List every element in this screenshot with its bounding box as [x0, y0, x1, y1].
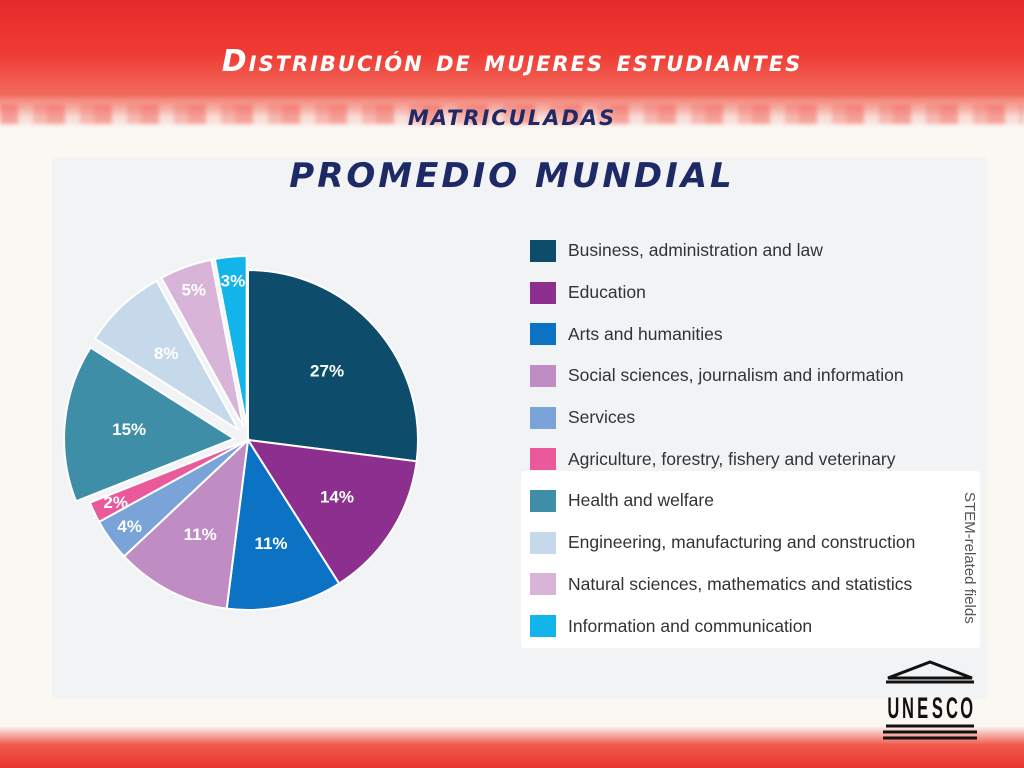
- legend: Business, administration and law Educatio…: [526, 230, 946, 647]
- legend-swatch: [530, 323, 556, 346]
- pie-label-1: 14%: [320, 487, 354, 506]
- legend-label: Health and welfare: [568, 490, 714, 511]
- legend-item: Engineering, manufacturing and construct…: [526, 521, 946, 564]
- legend-swatch: [530, 573, 556, 596]
- legend-item: Arts and humanities: [526, 313, 946, 355]
- title-line-2: matriculadas: [407, 98, 617, 133]
- pie-slice-6: [63, 346, 237, 503]
- legend-label: Education: [568, 282, 646, 303]
- pie-slice-1: [246, 438, 418, 585]
- title-line-1: Distribución de mujeres estudiantes: [221, 44, 803, 79]
- legend-swatch: [530, 531, 556, 554]
- logo-letter: N: [902, 692, 914, 725]
- pie-label-5: 2%: [103, 493, 128, 512]
- legend-swatch: [530, 489, 556, 512]
- pie-slice-3: [122, 437, 250, 610]
- stem-group-label: STEM-related fields: [961, 492, 978, 624]
- logo-letter: C: [946, 692, 958, 725]
- bottom-banner: [0, 726, 1024, 768]
- legend-label: Services: [568, 407, 636, 428]
- logo-letter: O: [960, 692, 973, 725]
- pie-label-0: 27%: [310, 361, 344, 380]
- legend-item: Services: [526, 397, 946, 439]
- legend-item: Information and communication: [526, 605, 946, 647]
- title-line-3: PROMEDIO MUNDIAL: [289, 156, 735, 196]
- pie-label-9: 3%: [221, 272, 246, 291]
- legend-label: Agriculture, forestry, fishery and veter…: [568, 448, 896, 469]
- pie-slice-0: [247, 268, 419, 463]
- pie-label-6: 15%: [112, 420, 146, 439]
- legend-swatch: [530, 615, 556, 638]
- pie-slice-2: [225, 437, 341, 611]
- legend-swatch: [530, 281, 556, 304]
- pie-label-8: 5%: [181, 280, 206, 299]
- legend-swatch: [530, 406, 556, 429]
- legend-label: Arts and humanities: [568, 323, 723, 344]
- pie-label-3: 11%: [184, 525, 217, 544]
- logo-letter: E: [917, 692, 928, 725]
- legend-label: Business, administration and law: [568, 240, 823, 261]
- pie-slice-5: [88, 439, 249, 524]
- legend-item: Health and welfare: [526, 480, 946, 522]
- pie-label-7: 8%: [154, 344, 179, 363]
- legend-item: Social sciences, journalism and informat…: [526, 355, 946, 397]
- legend-item: Natural sciences, mathematics and statis…: [526, 563, 946, 606]
- legend-swatch: [530, 239, 556, 262]
- legend-label: Natural sciences, mathematics and statis…: [568, 573, 913, 594]
- pie-slice-8: [160, 258, 245, 428]
- legend-label: Social sciences, journalism and informat…: [568, 365, 904, 386]
- legend-label: Information and communication: [568, 615, 813, 636]
- logo-letter: S: [932, 692, 943, 725]
- pie-label-2: 11%: [254, 534, 287, 553]
- logo-letter: U: [887, 692, 899, 725]
- legend-item: Business, administration and law: [526, 230, 946, 272]
- legend-swatch: [530, 448, 556, 471]
- legend-item: Education: [526, 272, 946, 314]
- pie-slice-9: [213, 255, 248, 427]
- legend-label: Engineering, manufacturing and construct…: [568, 532, 916, 553]
- top-banner: [0, 0, 1024, 118]
- legend-swatch: [530, 364, 556, 387]
- pie-label-4: 4%: [117, 517, 142, 536]
- pie-slice-7: [93, 279, 240, 431]
- legend-item: Agriculture, forestry, fishery and veter…: [526, 438, 946, 480]
